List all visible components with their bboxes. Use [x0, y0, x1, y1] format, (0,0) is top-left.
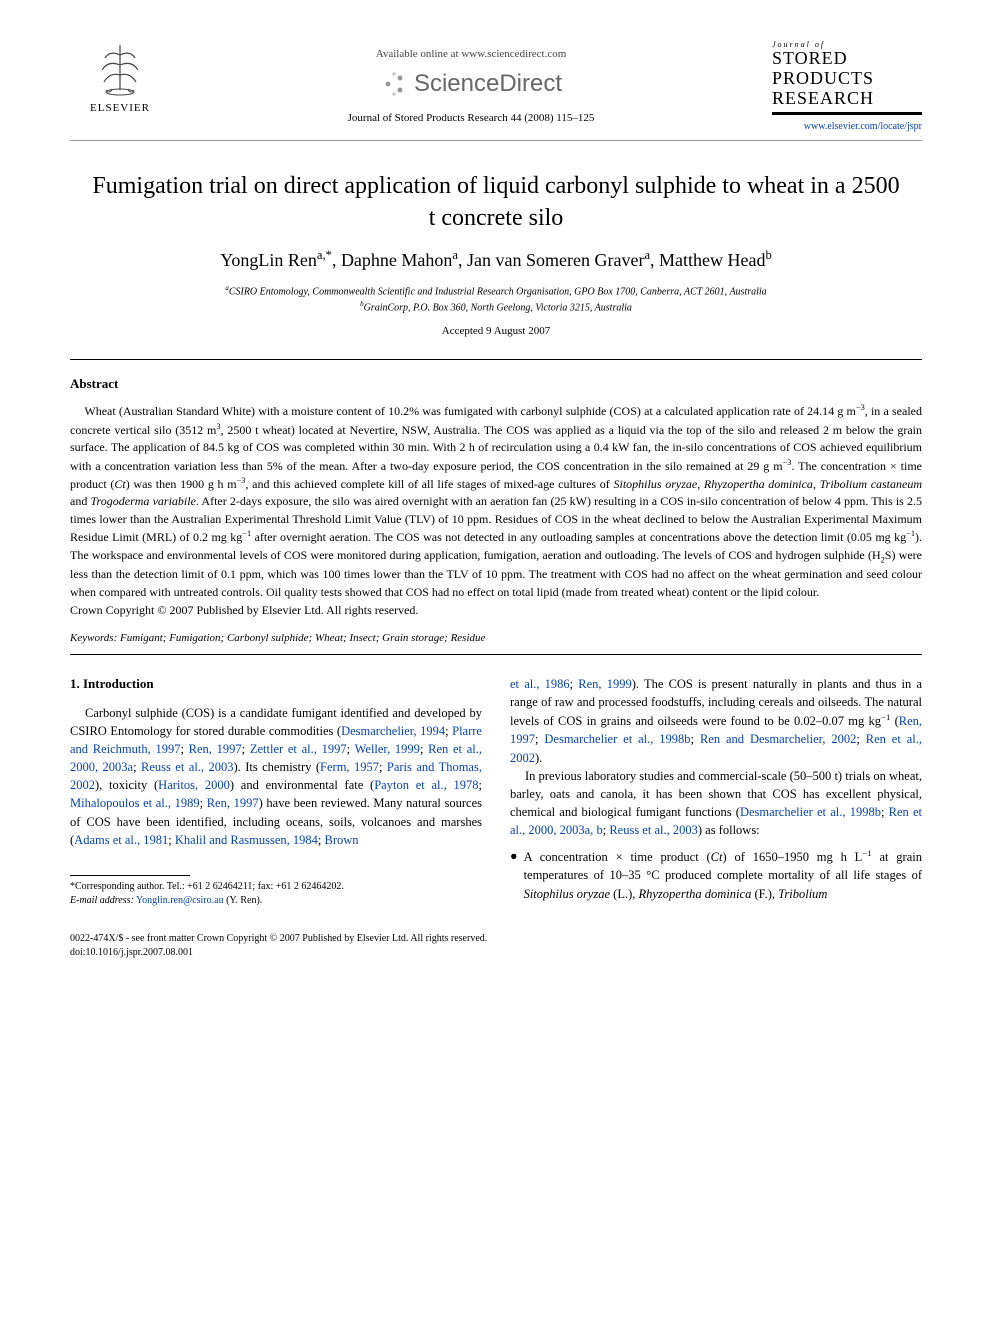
elsevier-logo-block: ELSEVIER [70, 40, 170, 114]
section-heading-intro: 1. Introduction [70, 675, 482, 694]
journal-title-logo: STORED PRODUCTS RESEARCH [772, 49, 922, 115]
email-label: E-mail address: [70, 895, 134, 906]
journal-header: ELSEVIER Available online at www.science… [70, 40, 922, 141]
available-online-text: Available online at www.sciencedirect.co… [170, 48, 772, 60]
journal-url-link[interactable]: www.elsevier.com/locate/jspr [772, 121, 922, 132]
email-link[interactable]: Yonglin.ren@csiro.au [136, 895, 224, 906]
elsevier-label: ELSEVIER [90, 102, 150, 114]
abstract-text: Wheat (Australian Standard White) with a… [70, 402, 922, 600]
affiliation-a: aCSIRO Entomology, Commonwealth Scientif… [70, 283, 922, 299]
journal-logo-line: STORED [772, 49, 922, 69]
corresponding-author-footnote: *Corresponding author. Tel.: +61 2 62464… [70, 880, 482, 908]
center-header: Available online at www.sciencedirect.co… [170, 40, 772, 124]
body-col-right: et al., 1986; Ren, 1999). The COS is pre… [510, 675, 922, 908]
body-columns: 1. Introduction Carbonyl sulphide (COS) … [70, 675, 922, 908]
keywords-text: Fumigant; Fumigation; Carbonyl sulphide;… [120, 632, 485, 644]
corresponding-tel-fax: *Corresponding author. Tel.: +61 2 62464… [70, 880, 482, 894]
keywords-line: Keywords: Fumigant; Fumigation; Carbonyl… [70, 632, 922, 644]
bullet-item: ● A concentration × time product (Ct) of… [510, 847, 922, 903]
affiliation-b: bGrainCorp, P.O. Box 360, North Geelong,… [70, 299, 922, 315]
accepted-date: Accepted 9 August 2007 [70, 325, 922, 337]
sciencedirect-icon [380, 70, 408, 98]
elsevier-tree-icon [90, 40, 150, 100]
email-name: (Y. Ren). [226, 895, 262, 906]
bullet-text: A concentration × time product (Ct) of 1… [524, 847, 922, 903]
intro-para-1-cont: et al., 1986; Ren, 1999). The COS is pre… [510, 675, 922, 767]
affiliations: aCSIRO Entomology, Commonwealth Scientif… [70, 283, 922, 316]
body-col-left: 1. Introduction Carbonyl sulphide (COS) … [70, 675, 482, 908]
abstract-heading: Abstract [70, 376, 922, 392]
footnote-divider [70, 875, 190, 876]
divider [70, 359, 922, 360]
corresponding-email-line: E-mail address: Yonglin.ren@csiro.au (Y.… [70, 894, 482, 908]
journal-logo-line: RESEARCH [772, 89, 922, 109]
bullet-marker-icon: ● [510, 847, 518, 903]
journal-logo-block: Journal of STORED PRODUCTS RESEARCH www.… [772, 40, 922, 132]
keywords-label: Keywords: [70, 632, 117, 644]
page-footer: 0022-474X/$ - see front matter Crown Cop… [70, 932, 922, 960]
footer-copyright-line: 0022-474X/$ - see front matter Crown Cop… [70, 932, 922, 946]
sciencedirect-block: ScienceDirect [170, 70, 772, 98]
abstract-copyright: Crown Copyright © 2007 Published by Else… [70, 603, 922, 618]
intro-para-2: In previous laboratory studies and comme… [510, 767, 922, 840]
journal-logo-line: PRODUCTS [772, 69, 922, 89]
divider [70, 654, 922, 655]
sciencedirect-label: ScienceDirect [414, 70, 562, 98]
intro-para-1: Carbonyl sulphide (COS) is a candidate f… [70, 704, 482, 849]
article-title: Fumigation trial on direct application o… [90, 171, 902, 233]
journal-reference: Journal of Stored Products Research 44 (… [170, 112, 772, 124]
authors-line: YongLin Rena,*, Daphne Mahona, Jan van S… [70, 248, 922, 271]
footer-doi-line: doi:10.1016/j.jspr.2007.08.001 [70, 946, 922, 960]
